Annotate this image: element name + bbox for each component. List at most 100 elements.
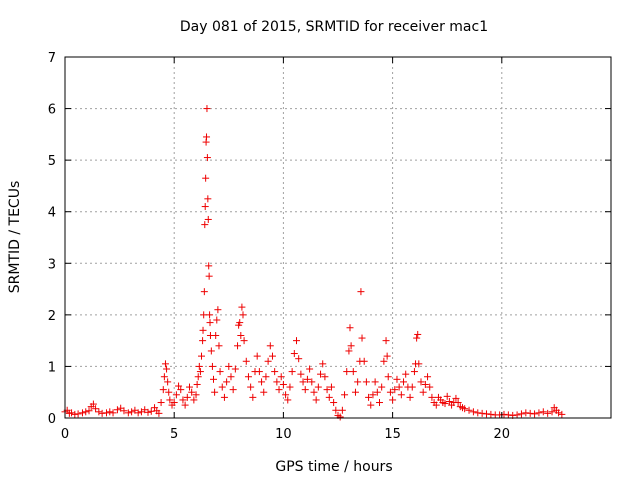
chart-title: Day 081 of 2015, SRMTID for receiver mac…: [180, 19, 488, 35]
y-tick-label: 5: [48, 154, 56, 169]
data-point: [428, 393, 436, 401]
data-point: [338, 406, 346, 414]
data-point: [303, 375, 311, 383]
data-point: [558, 410, 566, 418]
data-point: [177, 386, 185, 394]
data-point: [159, 386, 167, 394]
data-point: [244, 373, 252, 381]
data-point: [163, 365, 171, 373]
data-point: [343, 368, 351, 376]
data-point: [323, 386, 331, 394]
data-point: [539, 408, 547, 416]
data-point: [367, 401, 375, 409]
data-point: [290, 350, 298, 358]
data-point: [327, 383, 335, 391]
data-point: [346, 324, 354, 332]
data-point: [441, 400, 449, 408]
data-point: [68, 409, 76, 417]
data-point: [194, 373, 202, 381]
data-point: [310, 388, 318, 396]
data-point: [504, 411, 512, 419]
x-axis-title: GPS time / hours: [275, 459, 392, 475]
data-point: [349, 368, 357, 376]
data-point: [229, 386, 237, 394]
data-point: [160, 373, 168, 381]
data-point: [351, 388, 359, 396]
data-point: [522, 409, 530, 417]
data-point: [286, 383, 294, 391]
data-point: [172, 391, 180, 399]
data-point: [332, 406, 340, 414]
data-point: [391, 386, 399, 394]
data-point: [535, 409, 543, 417]
data-point: [389, 396, 397, 404]
data-point: [414, 330, 422, 338]
data-point: [347, 342, 355, 350]
data-point: [358, 334, 366, 342]
data-point: [378, 383, 386, 391]
data-point: [120, 407, 128, 415]
data-point: [461, 405, 469, 413]
data-point: [216, 368, 224, 376]
data-point: [371, 378, 379, 386]
data-point: [375, 399, 383, 407]
x-tick-label: 0: [61, 427, 69, 442]
data-point: [432, 401, 440, 409]
data-point: [288, 368, 296, 376]
data-point: [474, 409, 482, 417]
y-tick-label: 0: [48, 412, 56, 427]
data-point: [308, 378, 316, 386]
data-point: [395, 383, 403, 391]
plot-frame: [64, 56, 612, 419]
data-point: [200, 288, 208, 296]
data-point: [198, 352, 205, 360]
data-point: [478, 409, 486, 417]
data-point: [92, 405, 100, 413]
data-point: [406, 393, 414, 401]
data-point: [253, 352, 261, 360]
data-point: [386, 388, 394, 396]
data-point: [424, 373, 432, 381]
data-point: [205, 262, 213, 270]
data-point: [192, 391, 200, 399]
data-point: [297, 370, 305, 378]
y-tick-label: 1: [48, 360, 56, 375]
data-point: [203, 105, 211, 113]
data-point: [205, 272, 213, 280]
data-point: [218, 383, 226, 391]
data-point: [273, 378, 281, 386]
data-point: [301, 386, 309, 394]
data-point: [78, 409, 86, 417]
y-axis-title: SRMTID / TECUs: [7, 181, 23, 294]
data-point: [157, 399, 165, 407]
data-point: [82, 408, 90, 416]
data-point: [179, 396, 187, 404]
data-point: [212, 331, 220, 339]
data-point: [295, 355, 303, 363]
data-point: [181, 401, 189, 409]
data-point: [202, 174, 210, 182]
axis-ticks: [64, 56, 611, 419]
data-point: [357, 288, 365, 296]
data-point: [513, 411, 521, 419]
data-point: [487, 410, 495, 418]
data-point: [113, 406, 121, 414]
data-point: [262, 373, 270, 381]
data-point: [225, 362, 233, 370]
data-point: [317, 370, 325, 378]
data-point: [196, 368, 204, 376]
data-point: [319, 360, 327, 368]
data-point: [134, 409, 142, 417]
data-point: [284, 396, 292, 404]
data-point: [175, 382, 183, 390]
data-point: [393, 375, 401, 383]
data-point: [299, 378, 307, 386]
data-point: [231, 365, 239, 373]
data-point: [71, 410, 79, 418]
data-point: [239, 311, 247, 319]
y-tick-label: 2: [48, 309, 56, 324]
data-point: [419, 388, 427, 396]
data-point: [203, 154, 211, 162]
data-point: [166, 396, 174, 404]
data-point: [408, 383, 416, 391]
